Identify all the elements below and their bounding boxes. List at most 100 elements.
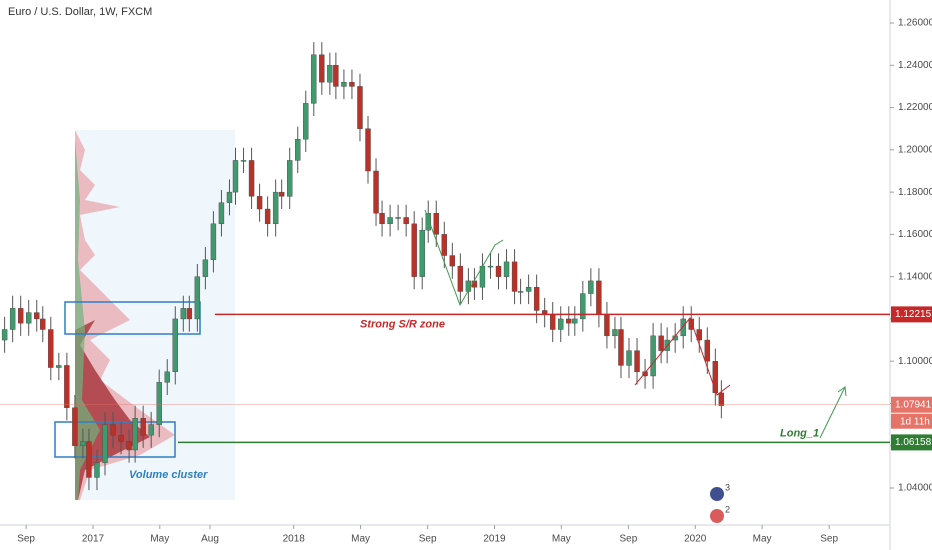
event-icon[interactable] [710,509,724,523]
candle-body [126,441,132,451]
candle-body [650,335,656,377]
candle-body [140,418,146,436]
candle-body [172,318,178,372]
candle-body [588,280,594,294]
candle-body [278,191,285,197]
candle-body [287,160,293,197]
volume-label: Volume cluster [129,469,208,481]
candle-body [634,350,640,372]
candle-body [449,255,456,267]
candle-body [357,86,363,129]
y-tick-label: 1.26000 [898,18,932,29]
countdown-label: 1d 11h [900,416,930,427]
candle-body [503,261,510,277]
candle-body [240,160,247,162]
candle-body [295,139,301,161]
candle-body [658,335,664,351]
candle-body [533,287,540,311]
y-tick-label: 1.24000 [898,60,932,71]
event-icon[interactable] [710,487,724,501]
candle-body [40,318,46,330]
candle-body [26,312,32,324]
candle-body [365,128,371,172]
candle-body [164,371,170,383]
candle-body [311,54,317,104]
x-tick-label: May [753,534,772,545]
candle-body [118,434,124,442]
candle-body [572,318,578,324]
y-tick-label: 1.10000 [898,356,932,367]
candle-body [186,308,193,320]
candle-body [433,213,439,235]
long-arrow-head [837,386,847,397]
candle-body [680,318,686,337]
candle-body [102,424,108,463]
candle-body [618,329,624,366]
candle-body [34,312,40,320]
candle-body [303,103,309,140]
volume-profile-up [75,140,100,500]
candle-body [525,287,532,292]
candle-body [94,462,100,478]
candle-body [9,308,16,330]
candle-body [487,265,494,268]
y-tick-label: 1.18000 [898,187,932,198]
candle-body [403,217,409,225]
level-price-box [891,434,932,451]
x-tick-label: Sep [419,534,437,545]
candle-body [688,318,694,330]
candle-body [341,82,347,87]
candle-body [272,191,279,225]
candle-body [612,329,618,337]
candle-body [64,365,70,408]
candle-body [425,213,431,231]
candle-body [156,382,162,425]
x-tick-label: Sep [620,534,638,545]
candle-body [411,223,417,277]
candle-body [580,293,586,320]
countdown-box [891,413,932,429]
volume-profile-poc [75,320,150,500]
x-tick-label: 2020 [684,534,707,545]
event-count: 3 [725,482,730,492]
level-annotation: Long_1 [780,427,819,439]
candle-body [333,65,339,87]
y-tick-label: 1.04000 [898,483,932,494]
candle-body [256,196,263,210]
candle-body [395,217,401,219]
candle-body [696,329,702,341]
candle-body [194,276,201,320]
candle-body [210,223,217,260]
candle-body [457,265,464,292]
event-count: 2 [725,504,730,514]
x-tick-label: 2019 [483,534,506,545]
x-tick-label: May [150,534,169,545]
candle-body [419,229,425,277]
level-annotation: Strong S/R zone [360,318,445,330]
candle-body [566,318,572,324]
candle-body [319,54,325,83]
level-price-label: 1.06158 [895,437,932,448]
pattern-drawing [424,209,504,307]
y-tick-label: 1.16000 [898,229,932,240]
x-tick-label: Sep [820,534,838,545]
level-price-label: 1.07941 [895,399,932,410]
y-tick-label: 1.20000 [898,144,932,155]
candle-body [80,441,86,446]
x-tick-label: May [351,534,370,545]
x-tick-label: Sep [17,534,35,545]
candle-body [441,234,447,256]
candle-body [558,318,564,330]
zone-box [54,421,176,458]
candle-body [110,424,116,436]
y-tick-label: 1.14000 [898,271,932,282]
candle-body [148,424,154,436]
candle-body [56,365,62,368]
candle-body [379,213,385,225]
x-tick-label: 2017 [82,534,105,545]
candle-body [218,202,225,225]
candle-body [86,441,92,478]
candle-body [517,291,524,293]
candle-body [232,160,239,193]
